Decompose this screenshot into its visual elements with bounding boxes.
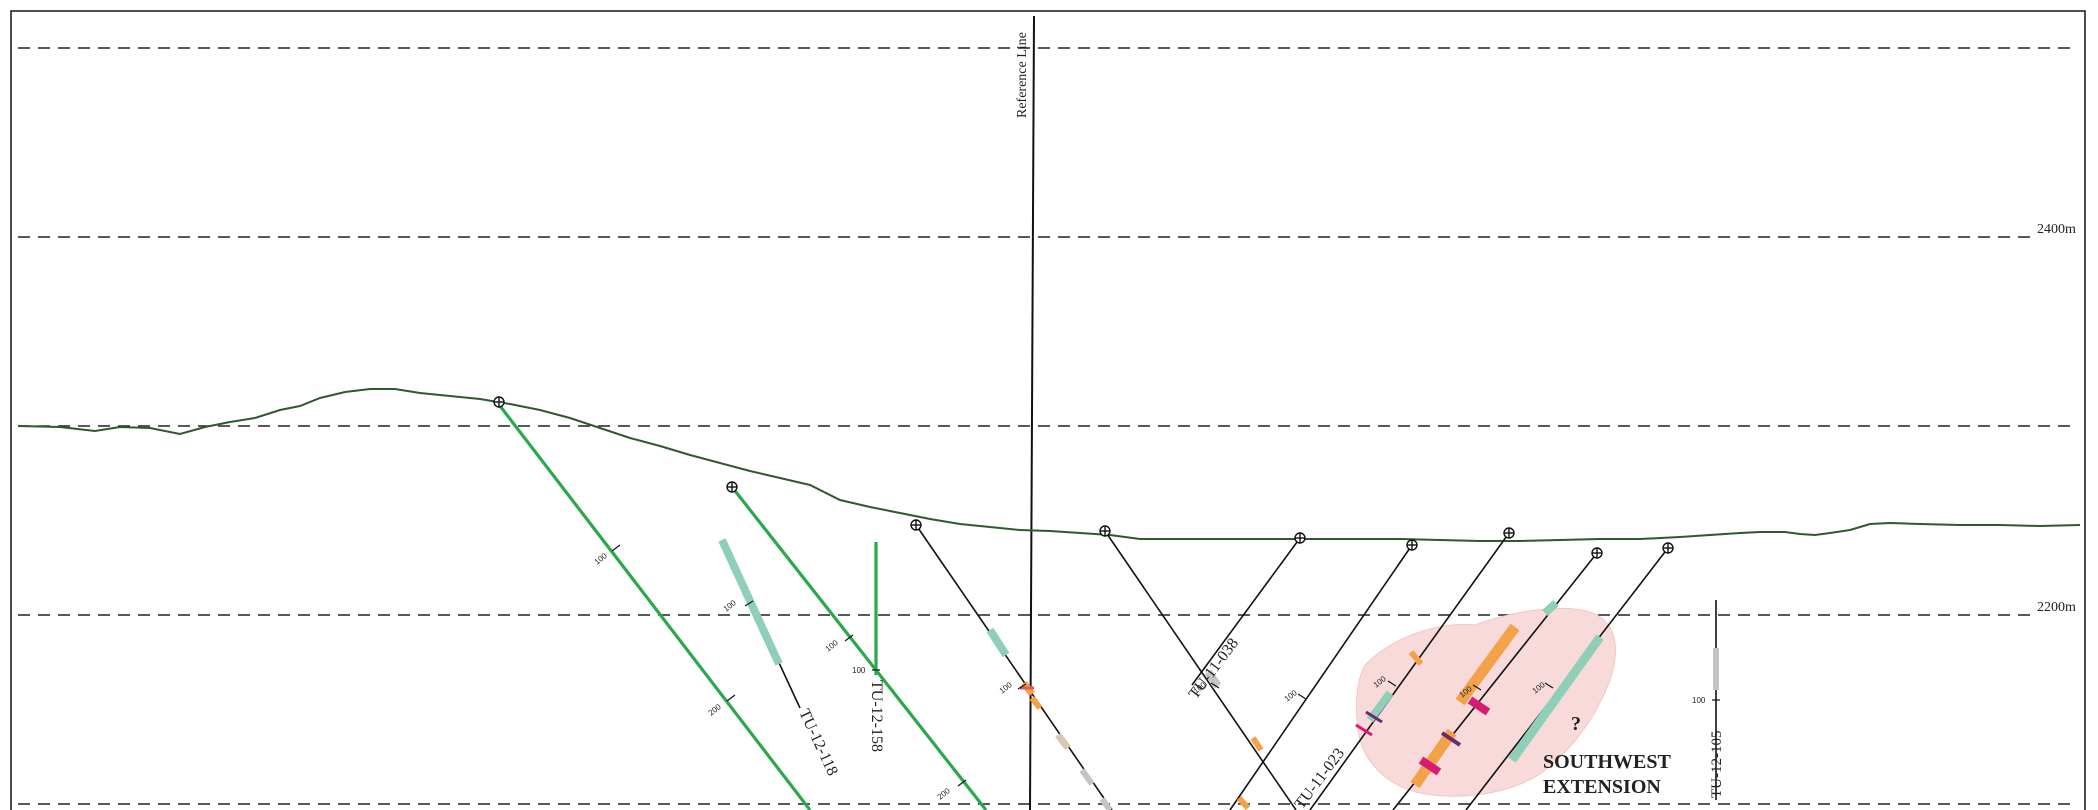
drilled-hole-ticks [1017,680,1720,701]
collar-icon [1591,547,1603,559]
zone-question-mark: ? [1571,713,1581,735]
depth-tick [1544,682,1554,689]
intercept-magenta [1467,696,1491,716]
hole-label-tu-12-118: TU-12-118 [795,707,841,779]
depth-tick [957,779,967,787]
depth-tick [844,634,854,642]
depth-label: 100 [1283,688,1299,704]
intercept-orange [1410,728,1457,789]
depth-tick [1472,684,1482,691]
drillhole-trace-planned [730,486,988,810]
collar-icon [1503,527,1515,539]
hole-label-tu-11-038: TU-11-038 [1186,635,1243,702]
intercept-gray [1204,669,1222,689]
depth-label: 100 [1692,696,1706,705]
intercept-purple [1365,710,1383,724]
zone-title-line1: SOUTHWEST [1543,751,1671,773]
intercept-orange [1455,623,1520,706]
drillhole-trace-tu-11-038 [1191,537,1301,686]
depth-tick [1017,683,1027,690]
collar-icon [1294,532,1306,544]
intercept-teal [986,627,1010,658]
elevation-label-2200: 2200m [2037,600,2076,615]
depth-tick [1387,680,1397,687]
collar-icon [1406,539,1418,551]
drillhole-trace-planned [495,401,812,810]
drillhole-trace [915,524,1113,810]
depth-tick [744,600,754,607]
intercept-purple [1440,731,1462,747]
elevation-label-2400: 2400m [2037,222,2076,237]
planned-hole-depth-labels: 100 200 100 200 100 [593,551,952,802]
intercept-orange [1236,795,1251,810]
depth-label: 100 [852,666,866,675]
depth-tick [726,694,736,702]
drillhole-trace [1309,532,1510,810]
intercept-orange [1250,736,1264,752]
depth-tick [1210,682,1220,689]
collar-icon [910,519,922,531]
collar-icon [726,481,738,493]
depth-tick [1297,693,1307,700]
zone-title-line2: EXTENSION [1543,776,1661,798]
intercept-gray [1099,797,1113,810]
intercept-gray [1079,768,1095,786]
collar-icon [493,396,505,408]
elevation-gridlines [18,47,2075,805]
intercept-orange [1029,696,1043,710]
collar-icon [1662,542,1674,554]
intercept-gray [1055,732,1071,751]
reference-line [1029,15,1035,810]
depth-label: 200 [707,702,723,718]
depth-label: 100 [824,638,840,654]
topography-line [17,388,2081,542]
intercept-magenta [1418,756,1442,776]
intercept-teal [1508,634,1604,763]
hole-label-tu-12-105: TU-12-105 [1709,731,1725,799]
planned-holes [495,401,988,810]
hole-label-tu-12-158: TU-12-158 [868,680,885,752]
intercept-magenta [1355,723,1373,737]
drillhole-trace [1104,530,1297,810]
depth-label: 100 [722,598,738,614]
collar-icon [1099,525,1111,537]
diagram-frame [10,10,2086,810]
intercept-teal [1542,600,1559,616]
depth-label: 100 [998,680,1014,696]
drillhole-trace-tu-11-023 [1229,544,1413,810]
depth-tick [611,544,621,552]
reference-line-label: Reference Line [1015,32,1030,118]
depth-label: 100 [593,551,609,567]
collar-markers [493,396,1674,559]
depth-label: 200 [936,786,952,802]
intercept-orange [1408,650,1424,666]
hole-label-tu-11-023: TU-11-023 [1292,745,1349,810]
planned-hole-ticks [611,544,967,787]
intercepts [986,600,1719,810]
